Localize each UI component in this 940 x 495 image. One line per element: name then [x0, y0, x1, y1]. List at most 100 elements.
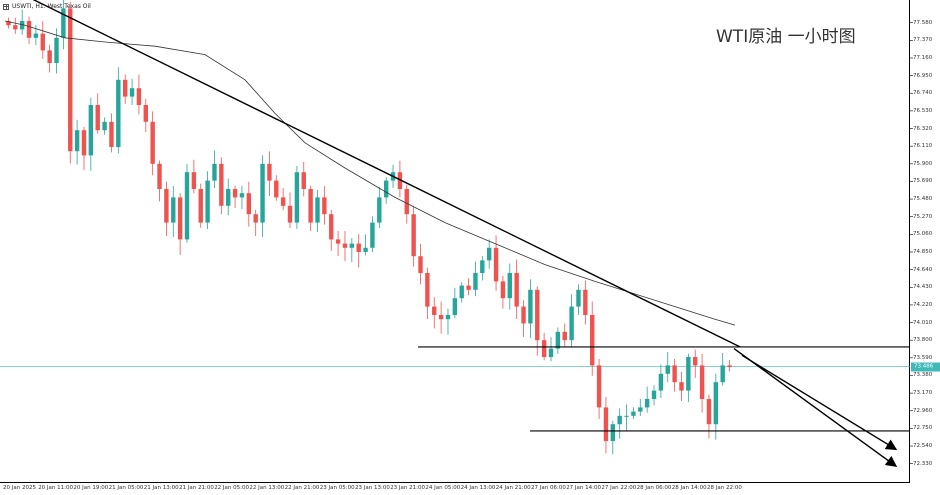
candle-body	[432, 306, 437, 315]
candle-body	[624, 415, 629, 417]
candle-body	[329, 214, 334, 240]
candle-body	[95, 105, 100, 131]
price-tick-label: 75.900	[913, 160, 933, 167]
time-tick-label: 21 Jan 05:00	[108, 485, 144, 491]
price-tick-label: 73.170	[913, 390, 933, 397]
time-tick-label: 23 Jan 05:00	[319, 485, 355, 491]
price-tick-label: 75.060	[913, 231, 933, 238]
time-tick-label: 28 Jan 22:00	[707, 485, 742, 491]
candle-body	[528, 289, 533, 324]
price-tick-label: 76.110	[913, 143, 933, 150]
plot-area[interactable]	[0, 0, 910, 483]
candle-body	[239, 193, 245, 198]
moving-average-line	[4, 20, 736, 326]
time-tick-label: 28 Jan 06:00	[636, 485, 672, 491]
candle-body	[617, 415, 622, 425]
candle-body	[342, 243, 348, 248]
candle-body	[267, 163, 272, 181]
candle-body	[397, 172, 403, 189]
candle-body	[356, 243, 361, 252]
price-tick-label: 74.430	[913, 284, 933, 291]
candle-body	[232, 189, 238, 198]
candle-body	[26, 21, 32, 38]
candle-body	[686, 357, 691, 391]
candle-body	[253, 214, 258, 223]
candle-body	[466, 285, 471, 290]
trendline-ray-long	[733, 348, 898, 468]
price-tick-label: 72.750	[913, 425, 933, 432]
candle-body	[720, 365, 725, 383]
time-tick-label: 20 Jan 11:00	[38, 485, 74, 491]
time-tick-label: 27 Jan 14:00	[566, 485, 602, 491]
candle-body	[459, 285, 464, 299]
candle-body	[315, 197, 320, 223]
candle-body	[658, 373, 664, 391]
time-tick-label: 23 Jan 13:00	[355, 485, 390, 491]
candle-body	[583, 289, 588, 315]
candle-body	[590, 315, 595, 366]
price-tick-label: 75.270	[913, 213, 933, 220]
candle-body	[445, 315, 451, 320]
price-tick-label: 73.380	[913, 372, 933, 379]
candle-body	[287, 205, 293, 223]
candle-body	[109, 121, 114, 147]
price-tick-label: 73.590	[913, 354, 933, 361]
candle-body	[74, 130, 80, 152]
candle-body	[541, 340, 547, 357]
time-tick-label: 24 Jan 05:00	[425, 485, 461, 491]
candle-body	[164, 189, 169, 223]
candle-body	[157, 163, 162, 189]
price-tick-label: 74.640	[913, 266, 933, 273]
candle-body	[246, 193, 252, 215]
candle-body	[13, 25, 18, 30]
candle-body	[638, 407, 643, 412]
candle-body	[136, 88, 142, 105]
candle-body	[226, 189, 231, 206]
candle-body	[294, 172, 300, 223]
candle-body	[6, 21, 11, 26]
candle-body	[184, 172, 190, 240]
price-tick-label: 76.320	[913, 125, 933, 132]
candle-body	[68, 8, 73, 152]
candle-body	[548, 348, 554, 357]
candle-body	[150, 121, 155, 164]
time-tick-label: 22 Jan 05:00	[214, 485, 250, 491]
time-tick-label: 22 Jan 13:00	[249, 485, 285, 491]
candle-body	[514, 273, 519, 307]
trendline-ray-short	[741, 354, 898, 451]
chart-caption: WTI原油 一小时图	[716, 27, 856, 47]
candle-body	[129, 88, 135, 97]
candle-body	[425, 273, 430, 307]
price-tick-label: 77.370	[913, 37, 933, 44]
price-tick-label: 74.010	[913, 319, 933, 326]
candle-body	[603, 407, 609, 441]
candle-body	[363, 247, 368, 252]
candle-body	[171, 197, 176, 223]
candle-body	[699, 365, 705, 399]
candle-body	[679, 382, 684, 391]
candle-body	[19, 21, 25, 30]
candle-body	[672, 365, 677, 383]
candle-body	[438, 315, 444, 320]
candle-body	[143, 105, 148, 122]
candle-body	[377, 197, 382, 223]
candle-body	[713, 382, 719, 425]
candle-body	[205, 180, 210, 223]
price-tick-label: 72.330	[913, 460, 933, 467]
candle-body	[280, 197, 286, 206]
candle-body	[500, 281, 506, 299]
candle-body	[383, 180, 389, 198]
candle-body	[54, 37, 59, 63]
grid-icon[interactable]	[3, 3, 9, 10]
price-tick-label: 74.220	[913, 301, 933, 308]
candle-body	[301, 172, 306, 189]
candle-body	[473, 273, 478, 290]
candle-body	[47, 50, 52, 63]
price-tick-label: 75.690	[913, 178, 933, 185]
price-tick-label: 74.850	[913, 249, 933, 255]
candle-body	[486, 247, 492, 261]
candle-body	[219, 163, 224, 206]
candle-body	[61, 8, 66, 38]
candle-body	[212, 163, 217, 181]
